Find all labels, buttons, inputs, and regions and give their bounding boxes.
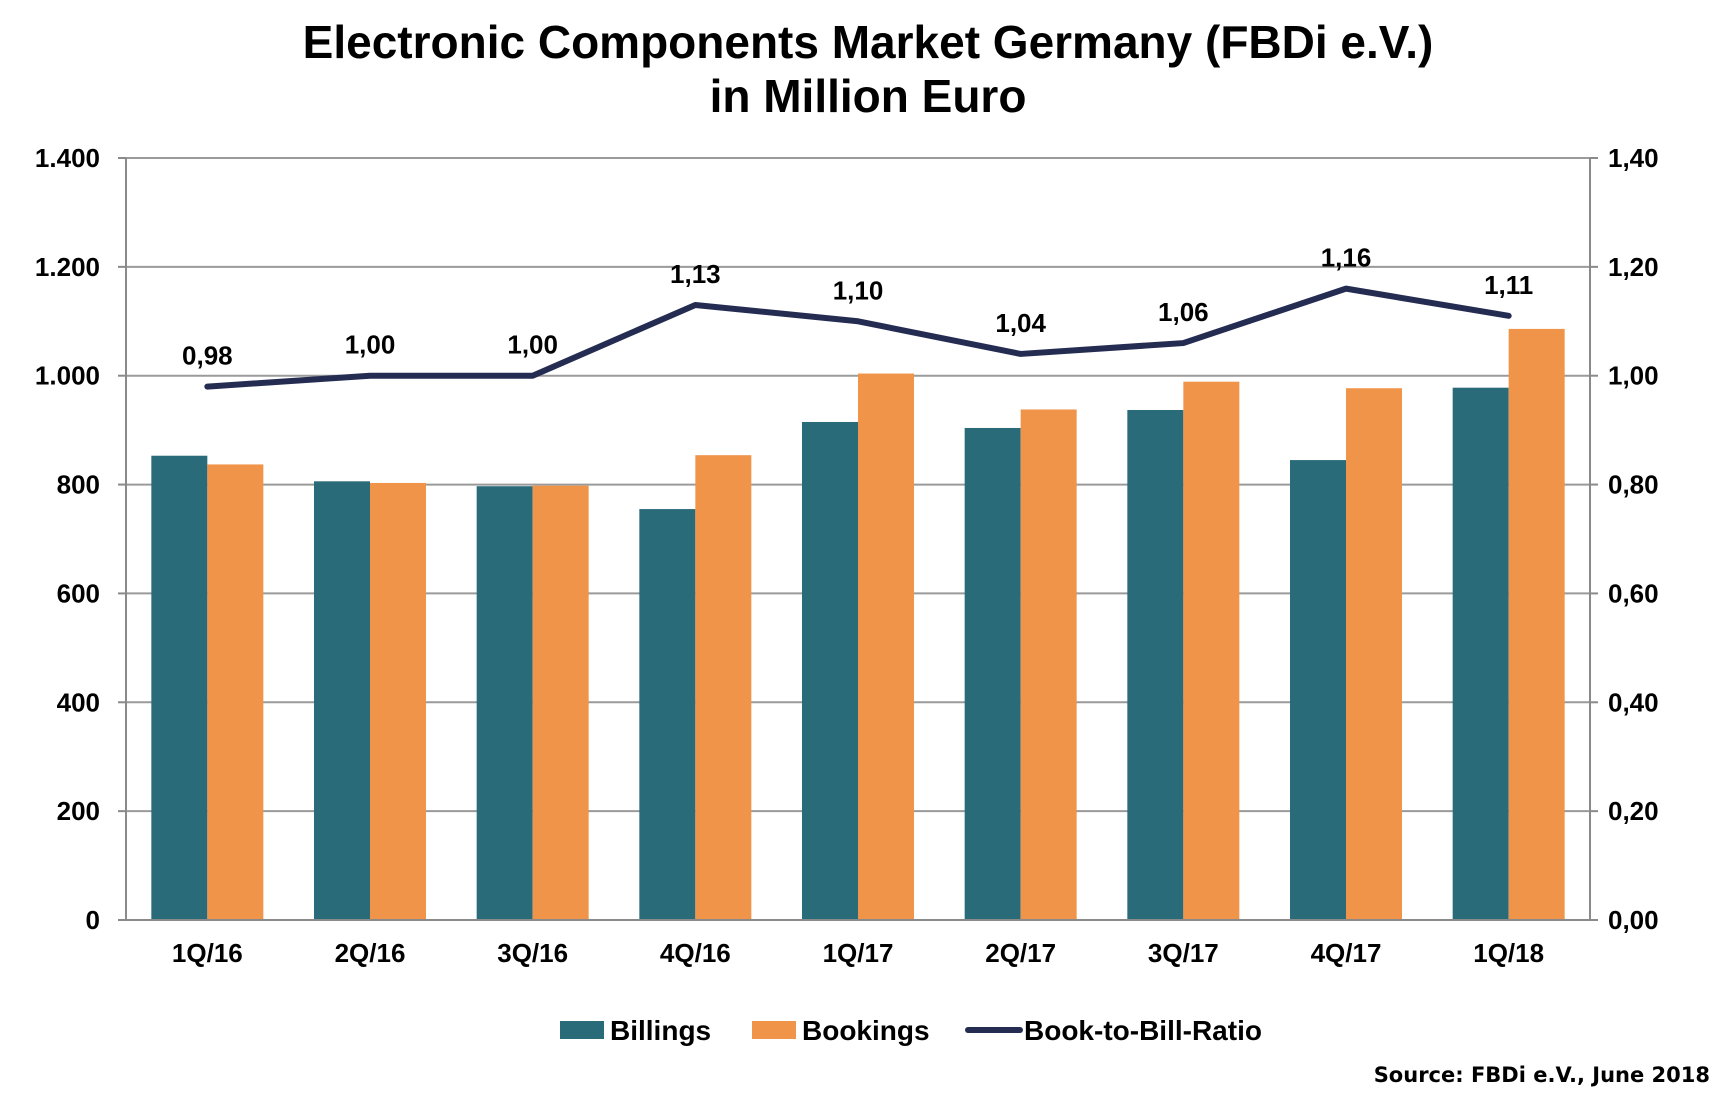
bar-bookings [1508, 328, 1565, 920]
ratio-data-label: 1,11 [1484, 270, 1533, 300]
bar-billings [476, 486, 533, 920]
bar-billings [639, 509, 696, 920]
category-label: 3Q/17 [1148, 938, 1219, 968]
left-tick-label: 400 [57, 687, 100, 717]
bar-billings [802, 421, 858, 920]
bar-bookings [1346, 388, 1402, 920]
right-tick-label: 0,80 [1608, 470, 1659, 500]
ratio-line [204, 285, 1512, 390]
bar-billings [1127, 410, 1184, 920]
legend: Billings Bookings Book-to-Bill-Ratio [560, 1015, 1262, 1046]
right-tick-label: 0,40 [1608, 687, 1659, 717]
ratio-data-label: 1,00 [507, 330, 558, 360]
right-tick-label: 0,20 [1608, 796, 1659, 826]
legend-billings-swatch [560, 1021, 604, 1039]
ratio-data-label: 1,13 [670, 259, 721, 289]
bar-billings [314, 481, 370, 920]
bars [151, 328, 1565, 921]
bar-bookings [1020, 409, 1077, 920]
ratio-data-label: 1,06 [1158, 297, 1209, 327]
right-tick-label: 1,00 [1608, 361, 1659, 391]
category-label: 4Q/17 [1311, 938, 1382, 968]
left-tick-label: 1.200 [35, 252, 100, 282]
left-tick-label: 1.000 [35, 361, 100, 391]
bar-bookings [858, 373, 914, 921]
right-tick-label: 0,60 [1608, 578, 1659, 608]
ratio-data-label: 1,00 [345, 330, 396, 360]
category-label: 1Q/17 [823, 938, 894, 968]
bar-billings [964, 427, 1021, 920]
ratio-data-label: 1,16 [1321, 243, 1372, 273]
ratio-data-label: 1,10 [833, 275, 884, 305]
legend-billings-label: Billings [610, 1015, 711, 1046]
category-label: 2Q/17 [985, 938, 1056, 968]
category-label: 3Q/16 [497, 938, 568, 968]
bar-bookings [1183, 381, 1240, 920]
left-tick-label: 600 [57, 578, 100, 608]
category-label: 4Q/16 [660, 938, 731, 968]
chart-subtitle: in Million Euro [710, 70, 1027, 122]
left-tick-label: 200 [57, 796, 100, 826]
bar-bookings [207, 464, 264, 920]
category-label: 1Q/18 [1473, 938, 1544, 968]
data-labels: 0,98 1,00 1,00 1,13 1,10 1,04 1,06 1,16 1,11 [182, 243, 1533, 371]
bar-billings [151, 455, 208, 920]
ratio-line-path [204, 285, 1512, 390]
bar-bookings [532, 485, 589, 920]
legend-bookings-label: Bookings [802, 1015, 930, 1046]
category-label: 2Q/16 [335, 938, 406, 968]
bar-billings [1290, 460, 1346, 920]
bar-billings [1452, 387, 1509, 920]
left-tick-label: 0 [86, 905, 100, 935]
bar-bookings [695, 455, 752, 920]
axes: 0 200 400 600 800 1.000 1.200 1.400 0,00 0,20 0,40… [35, 143, 1659, 968]
right-tick-label: 0,00 [1608, 905, 1659, 935]
right-tick-label: 1,40 [1608, 143, 1659, 173]
legend-bookings-swatch [752, 1021, 796, 1039]
bar-bookings [370, 482, 426, 920]
chart-title: Electronic Components Market Germany (FB… [303, 16, 1434, 68]
legend-ratio-label: Book-to-Bill-Ratio [1024, 1015, 1262, 1046]
right-tick-label: 1,20 [1608, 252, 1659, 282]
left-tick-label: 1.400 [35, 143, 100, 173]
left-tick-label: 800 [57, 470, 100, 500]
source-note: Source: FBDi e.V., June 2018 [1374, 1063, 1710, 1087]
ratio-data-label: 1,04 [995, 308, 1046, 338]
category-label: 1Q/16 [172, 938, 243, 968]
ratio-data-label: 0,98 [182, 341, 233, 371]
